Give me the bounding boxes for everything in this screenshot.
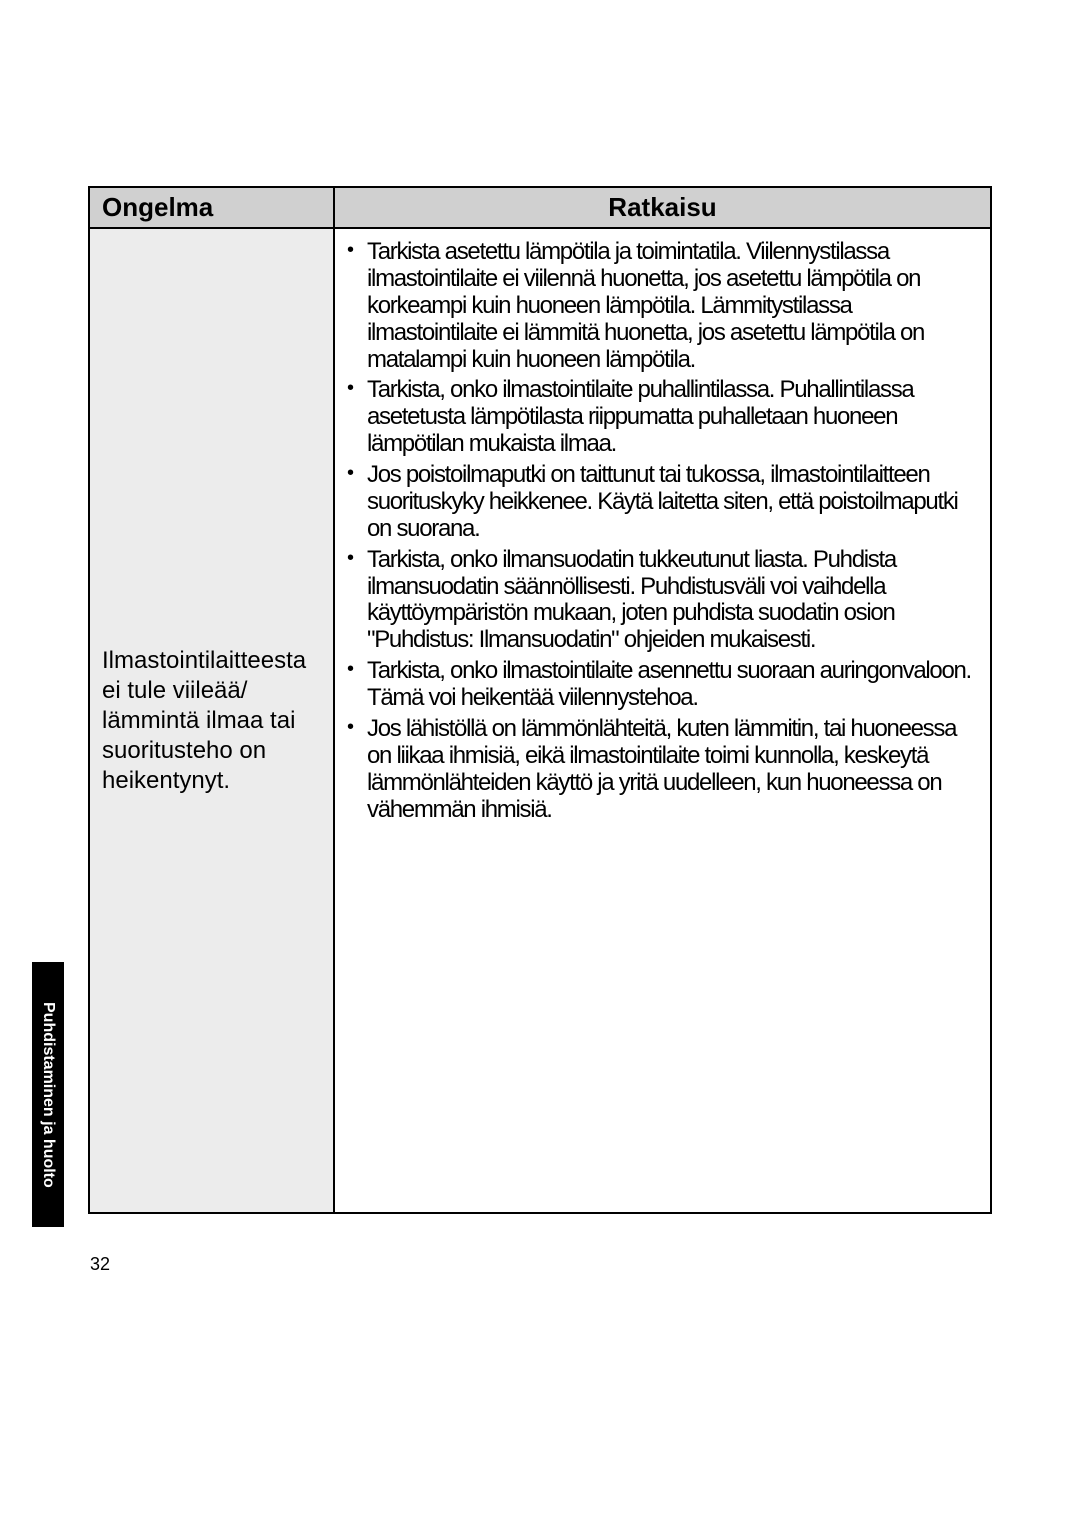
header-solution: Ratkaisu: [334, 187, 991, 228]
solution-item: Tarkista asetettu lämpötila ja toimintat…: [347, 239, 978, 373]
solution-item: Jos poistoilmaputki on taittunut tai tuk…: [347, 462, 978, 543]
table-header-row: Ongelma Ratkaisu: [89, 187, 991, 228]
side-tab-label: Puhdistaminen ja huolto: [39, 1002, 57, 1188]
solution-list: Tarkista asetettu lämpötila ja toimintat…: [347, 239, 978, 823]
solution-cell: Tarkista asetettu lämpötila ja toimintat…: [334, 228, 991, 1213]
solution-item: Tarkista, onko ilmansuodatin tukkeutunut…: [347, 547, 978, 655]
solution-item: Tarkista, onko ilmastointilaite puhallin…: [347, 377, 978, 458]
problem-text: Ilmastointilaitteesta ei tule viileää/lä…: [102, 647, 306, 794]
header-problem: Ongelma: [89, 187, 334, 228]
side-tab: Puhdistaminen ja huolto: [32, 962, 64, 1227]
table-row: Ilmastointilaitteesta ei tule viileää/lä…: [89, 228, 991, 1213]
troubleshoot-table: Ongelma Ratkaisu Ilmastointilaitteesta e…: [88, 186, 992, 1214]
solution-item: Jos lähistöllä on lämmönlähteitä, kuten …: [347, 716, 978, 824]
page-number: 32: [90, 1254, 110, 1275]
problem-cell: Ilmastointilaitteesta ei tule viileää/lä…: [89, 228, 334, 1213]
solution-item: Tarkista, onko ilmastointilaite asennett…: [347, 658, 978, 712]
